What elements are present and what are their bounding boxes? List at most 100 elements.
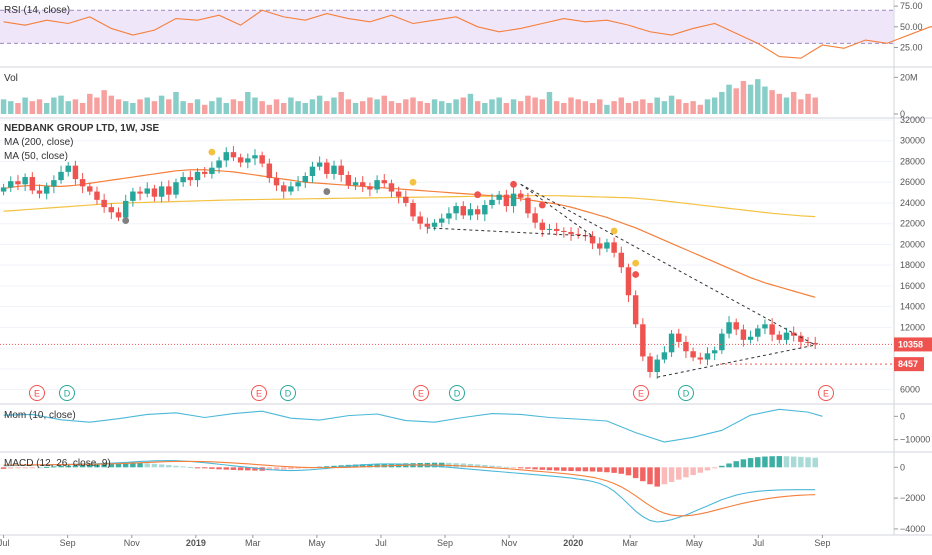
candle-body [546,228,553,230]
candle-body [482,205,488,215]
time-tick-label: Sep [814,538,830,548]
volume-bar [525,95,531,114]
volume-bar [223,103,229,114]
volume-bar [417,101,423,114]
macd-tick-label: −4000 [900,524,925,534]
volume-bar [36,99,43,114]
volume-bar [733,88,739,114]
macd-histogram-bar [668,467,675,482]
candle-body [230,152,237,158]
volume-bar [726,84,732,114]
ma200-line [3,195,816,218]
time-tick-label: Jul [753,538,765,548]
volume-bar [58,95,64,114]
volume-bar [575,99,581,114]
price-tick-label: 12000 [900,322,925,332]
rsi-band [0,10,894,44]
macd-histogram-bar [324,466,330,468]
candle-body [755,328,761,337]
price-tick-label: 28000 [900,156,925,166]
volume-bar [29,101,36,114]
time-tick-label: Mar [245,538,261,548]
volume-bar [43,103,50,114]
volume-bar [381,95,387,114]
candle-body [266,163,273,179]
candle-body [611,242,617,253]
trendline-base [427,227,593,237]
dividend-marker [59,385,75,401]
macd-histogram-bar [108,463,115,468]
volume-bar [359,101,366,114]
macd-histogram-bar [661,467,668,485]
candle-body [15,181,21,185]
candle-body [216,160,222,168]
signal-dot [510,180,517,188]
candle-body [690,351,696,358]
volume-bar [467,93,474,114]
price-panel-title: NEDBANK GROUP LTD, 1W, JSE [4,123,160,134]
macd-histogram-bar [525,467,531,469]
earnings-marker-label: E [638,389,644,399]
volume-bar [367,97,373,114]
volume-bar [762,86,768,114]
signal-dot [610,227,618,235]
volume-bar [194,99,201,114]
macd-histogram-bar [374,463,380,468]
candle-body [668,333,675,353]
candle-body [0,187,7,192]
dividend-marker-label: D [683,389,690,399]
volume-bar [518,101,524,114]
volume-bar [704,99,711,114]
candle-body [496,194,502,200]
candle-body [259,155,265,164]
candle-body [36,190,43,194]
volume-bar [589,103,596,114]
candle-body [640,324,646,357]
candle-body [510,193,517,207]
candle-body [532,213,538,223]
macd-histogram-bar [510,467,517,469]
macd-histogram-bar [597,467,603,472]
macd-histogram-bar [733,461,739,468]
macd-histogram-bar [295,467,301,469]
candle-body [518,193,524,198]
candle-body [805,341,811,343]
volume-bar [568,97,574,114]
macd-histogram-bar [604,467,610,473]
rsi-line [3,9,932,59]
macd-histogram-bar [805,457,811,468]
candle-body [309,166,316,176]
candle-body [367,186,373,190]
macd-histogram-bar [467,463,474,468]
candle-body [345,174,352,186]
macd-histogram-bar [266,467,273,471]
volume-bar [582,101,589,114]
macd-histogram-bar [0,467,7,469]
volume-bar [690,101,696,114]
macd-histogram-bar [611,467,617,473]
candle-body [589,236,596,244]
volume-bar [302,103,308,114]
volume-bar [331,97,337,114]
volume-bar [755,79,761,114]
volume-bar [130,103,136,114]
macd-histogram-bar [632,467,639,479]
rsi-tick-label: 75.00 [900,1,923,11]
macd-histogram-bar [29,467,36,469]
candle-body [489,199,495,206]
candle-body [173,182,179,195]
volume-bar [151,101,158,114]
macd-histogram-bar [582,467,589,472]
volume-bar [790,92,797,114]
volume-bar [496,97,502,114]
volume-bar [201,104,208,114]
volume-bar [403,99,409,114]
macd-signal-line [3,460,816,517]
earnings-marker-label: E [34,389,40,399]
candle-body [769,324,775,335]
earnings-marker-label: E [256,389,262,399]
signal-dot [474,191,482,199]
earnings-marker-label: E [418,389,424,399]
last-price-label: 10358 [898,339,923,349]
